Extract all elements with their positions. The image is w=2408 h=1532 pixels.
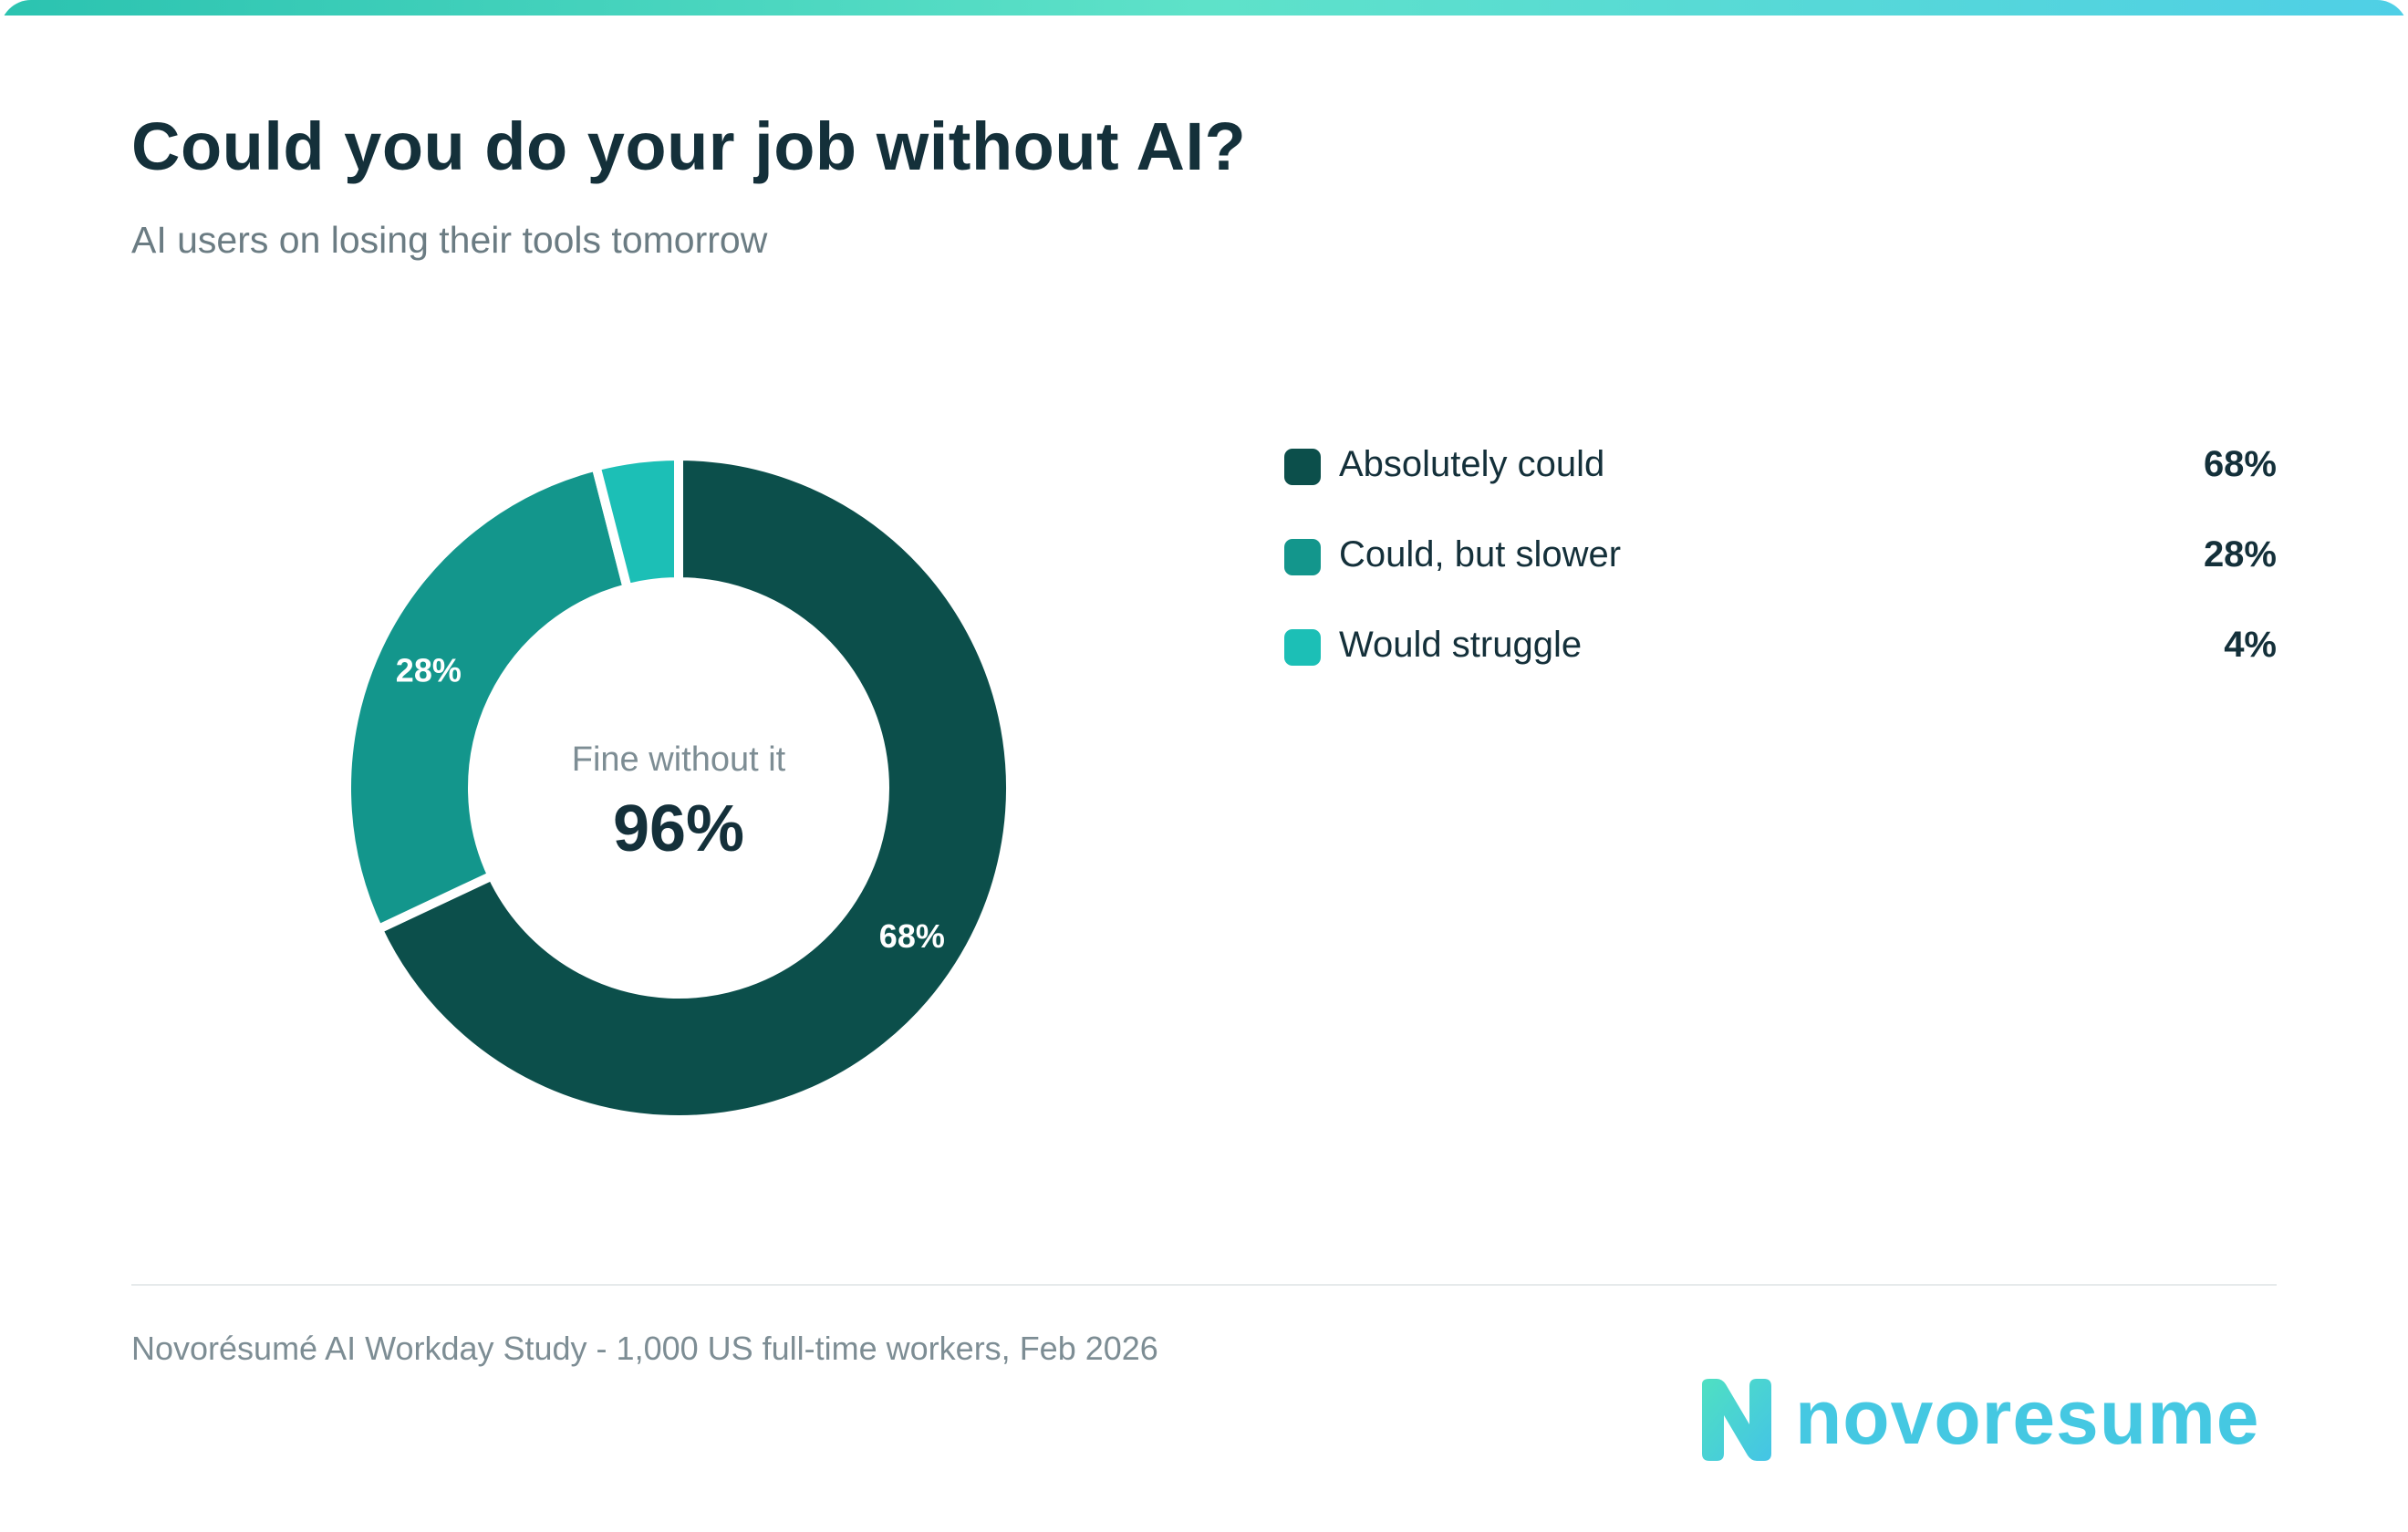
logo-wordmark: novoresume (1795, 1374, 2260, 1460)
accent-bar (0, 0, 2408, 16)
legend-item-absolutely-could: Absolutely could 68% (1284, 440, 2277, 530)
donut-slice-absolutely-could (371, 450, 1015, 1124)
legend-label: Could, but slower (1339, 534, 1622, 574)
center-label: Fine without it (571, 740, 786, 779)
legend-value: 28% (2203, 534, 2277, 574)
footer-divider (131, 1284, 2277, 1286)
logo-n-icon (1702, 1379, 1771, 1461)
donut-slice-would-struggle (590, 450, 683, 595)
legend-swatch (1284, 539, 1321, 575)
chart-title: Could you do your job without AI? (131, 109, 1247, 184)
slice-label-absolutely-could: 68% (879, 917, 945, 955)
legend-value: 68% (2203, 444, 2277, 484)
legend: Absolutely could 68% Could, but slower 2… (1284, 440, 2277, 710)
novoresume-logo: novoresume (1693, 1374, 2259, 1463)
chart-subtitle: AI users on losing their tools tomorrow (131, 219, 768, 261)
slice-label-could-but-slower: 28% (396, 651, 462, 688)
legend-item-could-but-slower: Could, but slower 28% (1284, 530, 2277, 620)
center-value: 96% (612, 792, 745, 865)
legend-swatch (1284, 629, 1321, 666)
legend-label: Absolutely could (1339, 444, 1605, 484)
legend-label: Would struggle (1339, 625, 1583, 665)
donut-chart: 68% 28% (342, 450, 1015, 1124)
legend-swatch (1284, 449, 1321, 485)
legend-item-would-struggle: Would struggle 4% (1284, 620, 2277, 710)
source-note: Novorésumé AI Workday Study - 1,000 US f… (131, 1330, 1158, 1367)
donut-slice-could-but-slower (342, 461, 633, 936)
legend-value: 4% (2224, 625, 2277, 665)
